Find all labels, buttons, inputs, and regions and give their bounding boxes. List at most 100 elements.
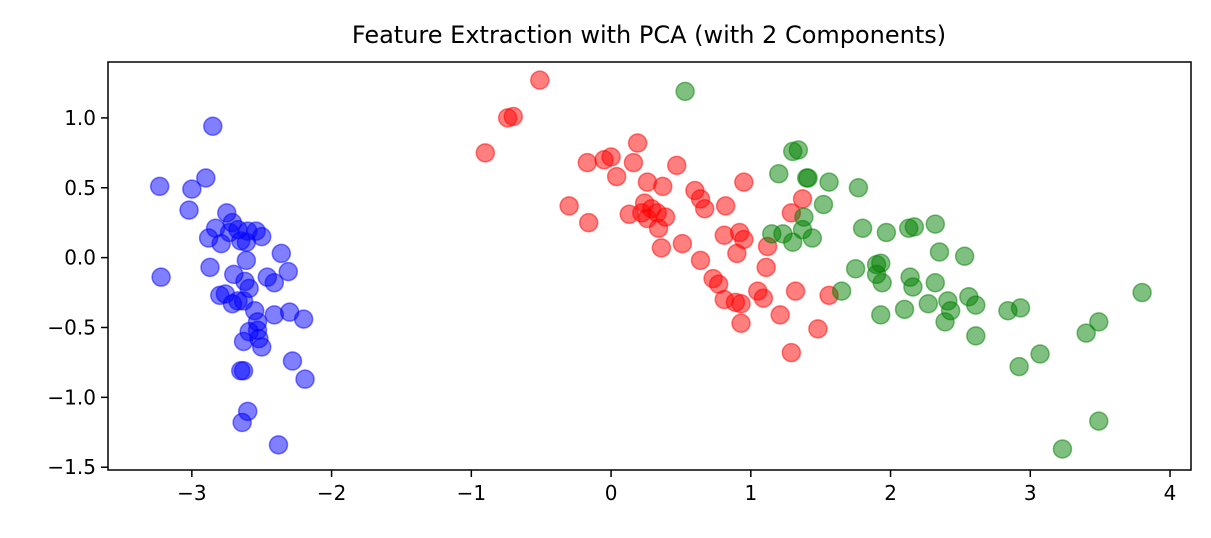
- data-point: [794, 207, 814, 227]
- data-point: [179, 200, 199, 220]
- data-point: [251, 337, 272, 357]
- data-point: [940, 300, 961, 321]
- data-point: [770, 305, 790, 325]
- data-point: [792, 189, 813, 209]
- y-tick-label: −0.5: [47, 315, 96, 339]
- data-point: [196, 168, 216, 188]
- x-tick-label: −3: [177, 481, 206, 505]
- data-point: [871, 305, 891, 325]
- data-point: [925, 273, 946, 293]
- data-point: [731, 313, 751, 334]
- data-point: [918, 293, 939, 314]
- data-point: [798, 168, 818, 188]
- data-point: [672, 233, 693, 254]
- data-point: [1009, 356, 1029, 377]
- data-point: [894, 299, 915, 320]
- data-point: [606, 166, 627, 187]
- data-point: [925, 214, 946, 234]
- data-point: [271, 243, 292, 264]
- chart-title: Feature Extraction with PCA (with 2 Comp…: [352, 21, 946, 49]
- data-point: [530, 70, 550, 90]
- data-point: [734, 229, 754, 250]
- data-point: [282, 351, 303, 371]
- data-point: [577, 152, 598, 173]
- data-point: [182, 179, 202, 199]
- data-point: [295, 369, 315, 389]
- data-point: [200, 257, 220, 278]
- data-point: [871, 253, 891, 273]
- y-axis-ticks: 1.0 0.5 0.0 −0.5 −1.0 −1.5: [47, 106, 108, 479]
- data-point: [852, 218, 873, 239]
- data-point: [1030, 344, 1050, 364]
- data-point: [667, 155, 687, 176]
- data-point: [731, 293, 751, 314]
- data-point: [845, 259, 866, 279]
- data-point: [966, 326, 986, 346]
- data-point: [503, 106, 523, 127]
- x-axis-ticks: −3 −2 −1 0 1 2 3 4: [177, 470, 1176, 505]
- y-tick-label: 0.0: [64, 246, 96, 270]
- data-point: [1052, 439, 1073, 459]
- x-tick-label: 1: [744, 481, 757, 505]
- data-point: [264, 273, 285, 293]
- data-point: [813, 194, 834, 215]
- data-point: [781, 342, 802, 363]
- data-point: [233, 331, 254, 352]
- data-point: [802, 228, 823, 248]
- data-point: [268, 435, 289, 455]
- data-point: [236, 250, 257, 271]
- y-tick-label: 1.0: [64, 106, 96, 130]
- x-tick-label: −2: [317, 481, 346, 505]
- data-point: [769, 164, 789, 184]
- data-point: [232, 412, 252, 433]
- data-point: [690, 250, 711, 271]
- data-point: [149, 176, 170, 197]
- y-tick-label: 0.5: [64, 176, 96, 200]
- data-point: [753, 288, 774, 308]
- data-point: [694, 198, 715, 219]
- data-point: [903, 277, 923, 297]
- data-point: [756, 257, 776, 278]
- data-point: [1010, 298, 1031, 318]
- data-point: [831, 281, 852, 301]
- y-tick-label: −1.5: [47, 455, 96, 479]
- data-point: [203, 116, 223, 137]
- data-point: [251, 226, 272, 247]
- data-point: [653, 176, 673, 197]
- data-point: [278, 261, 299, 282]
- data-point: [848, 178, 869, 198]
- data-point: [929, 242, 950, 262]
- data-point: [1089, 312, 1109, 332]
- data-point: [231, 361, 251, 381]
- data-point: [627, 133, 648, 153]
- data-point: [1076, 323, 1096, 343]
- data-point: [876, 222, 897, 243]
- data-point: [651, 238, 672, 258]
- data-point: [788, 140, 809, 160]
- x-tick-label: 0: [605, 481, 618, 505]
- data-point: [1089, 411, 1109, 431]
- data-point: [872, 273, 892, 293]
- data-point: [785, 281, 806, 301]
- data-point: [904, 217, 925, 237]
- x-tick-label: 3: [1024, 481, 1037, 505]
- data-point: [954, 246, 975, 266]
- data-point: [819, 172, 839, 192]
- data-point: [1132, 282, 1152, 303]
- data-point: [151, 267, 171, 287]
- points-layer: [149, 70, 1152, 459]
- y-tick-label: −1.0: [47, 385, 96, 409]
- x-tick-label: 2: [884, 481, 897, 505]
- data-point: [655, 207, 676, 227]
- data-point: [808, 319, 828, 339]
- data-point: [715, 196, 736, 216]
- x-tick-label: −1: [457, 481, 486, 505]
- data-point: [675, 81, 695, 102]
- data-point: [475, 143, 496, 163]
- data-point: [966, 295, 986, 315]
- axes-frame: [107, 61, 1192, 471]
- x-tick-label: 4: [1164, 481, 1177, 505]
- data-point: [293, 309, 314, 329]
- data-point: [734, 172, 754, 192]
